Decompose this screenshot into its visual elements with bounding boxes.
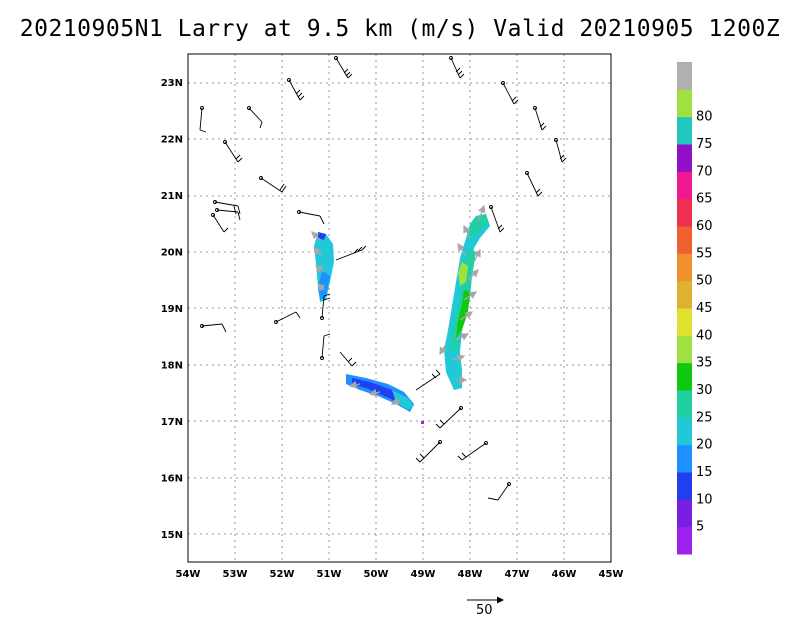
colorbar-swatch	[677, 335, 692, 364]
swath-vectors	[311, 204, 486, 405]
wind-barb	[415, 369, 441, 391]
colorbar-label: 60	[696, 219, 713, 234]
swath-west-edge	[318, 232, 326, 240]
wind-barb	[335, 245, 367, 261]
wind-barb	[487, 482, 511, 501]
colorbar-swatch	[677, 472, 692, 500]
swath-south-inner	[352, 378, 406, 404]
x-tick-label: 53W	[223, 569, 248, 580]
y-tick-label: 19N	[161, 304, 183, 315]
x-tick-label: 54W	[176, 569, 201, 580]
wind-barb	[525, 171, 543, 197]
colorbar-label: 20	[696, 438, 713, 453]
wind-barb	[215, 208, 241, 221]
colorbar-label: 50	[696, 274, 713, 289]
colorbar-swatch	[677, 390, 692, 418]
x-tick-label: 46W	[552, 569, 577, 580]
swath-east-top	[468, 214, 488, 240]
swath-east-lime	[458, 262, 468, 286]
y-tick-label: 18N	[161, 360, 183, 371]
colorbar-swatch	[677, 62, 692, 90]
map-frame	[187, 53, 612, 563]
y-tick-label: 23N	[161, 78, 183, 89]
y-tick-label: 21N	[161, 191, 183, 202]
x-tick-label: 47W	[505, 569, 530, 580]
colorbar-swatch	[677, 417, 692, 446]
grid-lines	[188, 54, 611, 562]
wind-barb	[489, 205, 505, 233]
wind-barb	[501, 81, 519, 105]
wind-barb	[247, 106, 263, 129]
wind-barb	[211, 213, 229, 233]
colorbar-label: 55	[696, 246, 713, 261]
colorbar-label: 25	[696, 410, 713, 425]
wind-barb	[199, 106, 207, 133]
swath-dot	[421, 421, 424, 424]
wind-barb	[274, 311, 301, 324]
wind-barb	[435, 406, 463, 429]
colorbar-swatch	[677, 526, 692, 555]
colorbar-label: 10	[696, 492, 713, 507]
y-tick-label: 17N	[161, 417, 183, 428]
x-tick-label: 51W	[317, 569, 342, 580]
wind-barb	[287, 78, 305, 101]
x-tick-label: 52W	[270, 569, 295, 580]
y-tick-label: 15N	[161, 530, 183, 541]
wind-barb	[213, 200, 241, 215]
wind-barb	[339, 351, 357, 367]
y-tick-label: 22N	[161, 135, 183, 146]
wind-barbs	[199, 56, 567, 501]
colorbar-label: 15	[696, 465, 713, 480]
colorbar-label: 30	[696, 383, 713, 398]
wind-barb	[449, 56, 465, 79]
colorbar-label: 45	[696, 301, 713, 316]
colorbar-label: 70	[696, 164, 713, 179]
colorbar-swatch	[677, 171, 692, 200]
x-tick-label: 45W	[599, 569, 624, 580]
x-tick-label: 50W	[364, 569, 389, 580]
colorbar-swatch	[677, 198, 692, 227]
colorbar-label: 80	[696, 110, 713, 125]
wind-barb	[259, 176, 287, 193]
colorbar-swatch	[677, 253, 692, 282]
colorbar-swatch	[677, 362, 692, 391]
wind-barb	[297, 210, 325, 225]
colorbar-swatch	[677, 308, 692, 336]
reference-vector-label: 50	[476, 603, 493, 618]
wind-barb	[415, 440, 442, 463]
colorbar-swatch	[677, 280, 692, 309]
plot-title: 20210905N1 Larry at 9.5 km (m/s) Valid 2…	[19, 16, 781, 42]
wind-barb	[554, 138, 567, 163]
y-tick-label: 20N	[161, 248, 183, 259]
y-tick-label: 16N	[161, 473, 183, 484]
swath-east-core	[456, 290, 470, 338]
colorbar-label: 40	[696, 328, 713, 343]
colorbar-label: 35	[696, 356, 713, 371]
colorbar-label: 75	[696, 137, 713, 152]
colorbar-swatch	[677, 499, 692, 528]
wind-barb	[200, 323, 227, 333]
colorbar-swatch	[677, 144, 692, 172]
swath-south-tail	[392, 390, 414, 410]
colorbar-swatch	[677, 89, 692, 118]
wind-barb	[334, 56, 353, 79]
wind-barb	[320, 333, 331, 360]
x-tick-label: 49W	[411, 569, 436, 580]
colorbar-label: 65	[696, 192, 713, 207]
reference-vector: 50	[467, 596, 504, 618]
wind-barb	[320, 293, 331, 320]
x-tick-label: 48W	[458, 569, 483, 580]
wind-barb	[533, 106, 547, 131]
colorbar-label: 5	[696, 520, 704, 535]
wind-barb	[223, 140, 243, 163]
colorbar-swatch	[677, 444, 692, 473]
colorbar-swatch	[677, 226, 692, 254]
colorbar-swatch	[677, 116, 692, 145]
wind-barb	[457, 441, 488, 461]
